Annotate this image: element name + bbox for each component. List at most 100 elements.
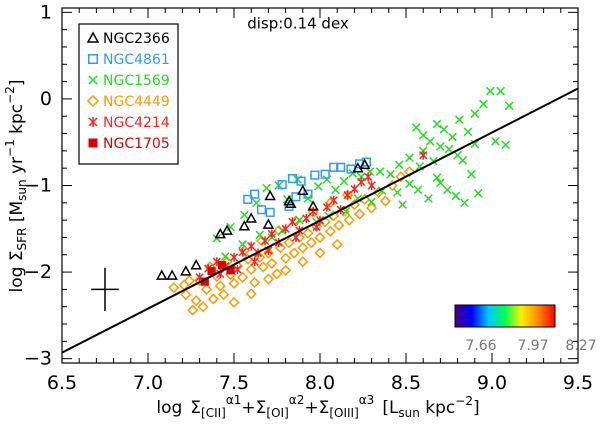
data-point xyxy=(352,162,364,173)
data-point xyxy=(274,242,287,254)
x-tick-label: 7.5 xyxy=(219,372,249,394)
series-ngc2366 xyxy=(155,158,371,280)
y-tick-label: −2 xyxy=(24,261,52,283)
colorbar-tick-labels: 7.66 7.97 8.27 xyxy=(465,338,596,354)
data-point xyxy=(353,208,366,220)
data-point xyxy=(324,225,336,237)
data-point xyxy=(386,179,398,192)
data-point xyxy=(424,194,433,203)
data-point xyxy=(310,170,320,180)
data-point xyxy=(288,247,300,259)
data-point xyxy=(249,276,261,289)
data-point xyxy=(460,198,469,208)
data-point xyxy=(418,130,428,140)
data-point xyxy=(313,182,323,191)
legend-marker xyxy=(86,94,100,108)
legend-label: NGC4449 xyxy=(103,94,170,110)
data-point xyxy=(256,205,267,215)
data-point xyxy=(329,162,339,172)
data-point xyxy=(470,139,480,149)
legend-marker xyxy=(88,75,98,85)
x-title-plus1: + xyxy=(241,398,255,418)
x-title-sigma2: Σ xyxy=(256,398,267,418)
data-point xyxy=(250,257,259,267)
data-series xyxy=(155,86,514,316)
x-title-a3: α3 xyxy=(359,393,375,407)
series-ngc4861 xyxy=(243,157,372,217)
legend-marker xyxy=(86,31,100,43)
x-title-plus2: + xyxy=(304,398,318,418)
y-tick-label: 0 xyxy=(40,88,52,110)
data-point xyxy=(262,218,275,229)
data-point xyxy=(411,123,421,132)
data-point xyxy=(287,173,298,184)
x-tick-label: 9.0 xyxy=(477,372,507,394)
data-point xyxy=(262,273,274,285)
x-title-unit-mid: kpc xyxy=(420,398,455,418)
data-point xyxy=(425,136,435,146)
data-point xyxy=(260,236,270,246)
data-point xyxy=(436,142,445,151)
data-point xyxy=(245,263,257,276)
data-point xyxy=(229,252,239,262)
data-point xyxy=(228,296,240,308)
data-point xyxy=(439,124,449,134)
data-point xyxy=(233,264,242,274)
data-point xyxy=(308,206,318,216)
data-point xyxy=(361,157,372,167)
data-point xyxy=(239,210,249,220)
data-point xyxy=(243,194,253,204)
data-point xyxy=(375,167,385,177)
data-point xyxy=(364,172,373,182)
y-title-unit-sub: sun xyxy=(15,179,29,200)
data-point xyxy=(419,150,428,160)
data-point xyxy=(250,189,260,199)
data-point xyxy=(470,109,480,118)
data-point xyxy=(436,178,445,188)
y-tick-labels: 1 0 −1 −2 −3 xyxy=(24,1,52,369)
data-point xyxy=(348,198,360,211)
data-point xyxy=(283,195,295,206)
data-point xyxy=(271,268,283,280)
data-point xyxy=(413,185,423,195)
x-tick-label: 8.5 xyxy=(391,372,421,394)
data-point xyxy=(302,227,314,239)
y-title-unit-kpc-exp: −2 xyxy=(3,86,17,104)
data-point xyxy=(245,212,257,223)
data-point xyxy=(257,261,269,273)
x-title-oiii: [OIII] xyxy=(329,406,358,420)
data-point xyxy=(473,188,483,198)
data-point xyxy=(403,166,416,178)
data-point xyxy=(283,237,295,249)
data-point xyxy=(295,215,304,225)
data-point xyxy=(187,304,199,316)
legend-label: NGC1705 xyxy=(103,136,170,152)
data-point xyxy=(228,277,240,289)
data-point xyxy=(281,224,290,234)
data-point xyxy=(432,119,442,129)
data-point xyxy=(386,169,395,179)
data-point xyxy=(267,229,276,239)
data-point xyxy=(444,144,454,154)
data-point xyxy=(453,150,462,160)
data-point xyxy=(180,289,192,301)
y-title-unit-close: ] xyxy=(7,79,27,86)
data-point xyxy=(395,171,407,183)
data-point xyxy=(504,101,514,111)
data-point xyxy=(329,195,338,205)
dispersion-annotation: disp:0.14 dex xyxy=(247,15,349,33)
data-point xyxy=(266,257,278,269)
data-point xyxy=(297,242,309,254)
series-ngc1705 xyxy=(200,261,235,286)
data-point xyxy=(405,153,414,163)
data-point xyxy=(238,240,247,249)
x-title-log: log xyxy=(156,398,182,418)
data-point xyxy=(336,162,346,172)
data-point xyxy=(366,202,378,214)
data-point xyxy=(314,231,326,244)
data-point xyxy=(291,192,301,202)
data-point xyxy=(331,238,343,250)
data-point xyxy=(314,247,326,259)
x-tick-label: 7.0 xyxy=(133,372,163,394)
